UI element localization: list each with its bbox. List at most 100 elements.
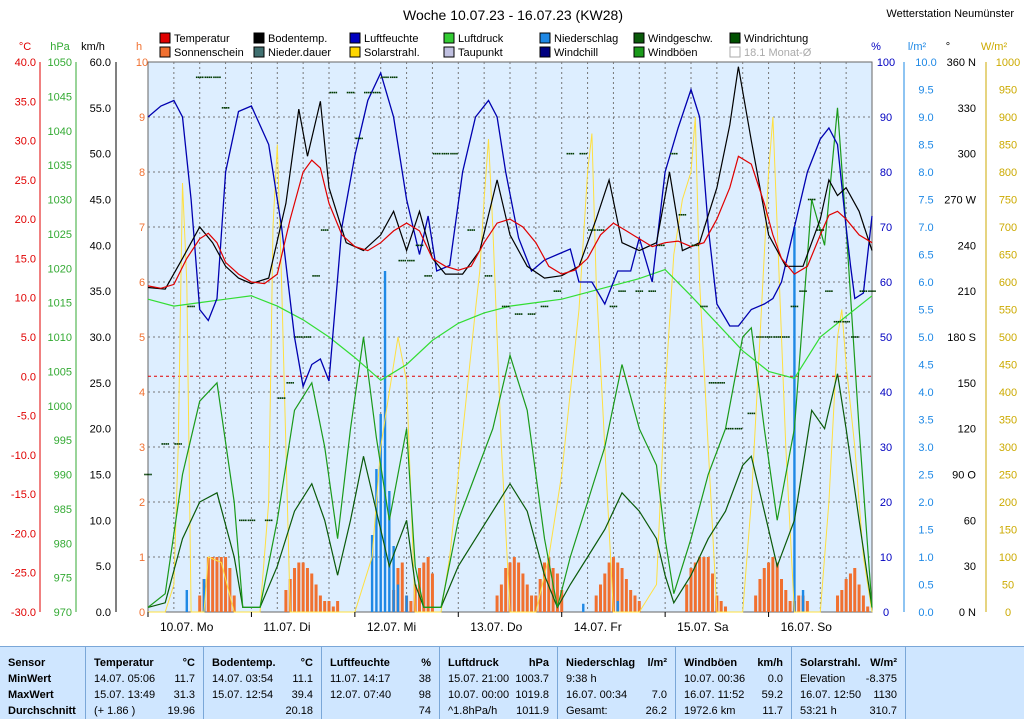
stats-value: 98 <box>418 689 431 701</box>
legend-item: Nieder.dauer <box>253 46 331 59</box>
sunshine-bar <box>693 562 697 612</box>
wind-direction-dot <box>831 290 833 292</box>
legend: Temperatur Sonnenschein Bodentemp. Nieder.d… <box>159 32 812 59</box>
wind-direction-dot <box>749 412 752 415</box>
wind-direction-dot <box>796 305 799 308</box>
sunshine-bar <box>305 568 309 612</box>
rain-bar <box>202 579 206 612</box>
legend-swatch <box>729 46 741 58</box>
sunshine-bar <box>616 562 620 612</box>
wind-direction-dot <box>277 397 280 399</box>
legend-swatch <box>633 32 645 44</box>
wind-direction-dot <box>613 305 616 308</box>
wind-direction-dot <box>738 427 741 430</box>
sunshine-bar <box>323 601 327 612</box>
stats-value-label: (+ 1.86 ) <box>94 705 136 717</box>
pressure-tick-label: 975 <box>54 573 72 585</box>
sunshine-bar <box>198 595 202 612</box>
stats-row-label: Sensor <box>4 655 81 671</box>
wind-direction-dot <box>731 427 734 430</box>
stats-value: 31.3 <box>173 689 195 701</box>
wind-direction-dot <box>314 275 316 277</box>
wind-direction-dot <box>801 290 803 292</box>
wind-direction-dot <box>438 152 441 155</box>
sunshine-bar <box>284 590 288 612</box>
rain-bar <box>616 601 619 612</box>
legend-swatch <box>159 46 171 58</box>
wind-tick-label: 40.0 <box>90 240 111 252</box>
stats-header-name: Windböen <box>684 657 738 669</box>
sun-tick-label: 6 <box>139 277 145 289</box>
wind-direction-dot <box>206 76 209 79</box>
wind-direction-dot <box>852 336 855 338</box>
wind-direction-dot <box>691 244 694 247</box>
direction-tick-label: 150 <box>958 378 976 390</box>
wind-direction-dot <box>553 290 556 292</box>
wind-direction-dot <box>695 244 698 247</box>
wind-direction-dot <box>292 382 295 384</box>
stats-value: 310.7 <box>869 705 897 717</box>
sunshine-bar <box>499 584 503 612</box>
legend-label: Windrichtung <box>744 33 808 45</box>
wind-direction-dot <box>348 91 351 94</box>
rain-bar <box>801 590 805 612</box>
x-tick-label: 16.07. So <box>781 620 833 634</box>
legend-item: Sonnenschein <box>159 46 244 59</box>
humidity-tick-label: 90 <box>880 112 892 124</box>
solar-tick-label: 600 <box>999 277 1017 289</box>
wind-direction-dot <box>650 290 653 292</box>
legend-item: Bodentemp. <box>253 32 327 45</box>
wind-direction-dot <box>501 305 504 308</box>
legend-label: 18.1 Monat-Ø <box>744 47 812 59</box>
humidity-tick-label: 30 <box>880 442 892 454</box>
stats-value-label: 16.07. 00:34 <box>566 689 628 701</box>
wind-direction-dot <box>839 320 842 323</box>
rain-tick-label: 8.0 <box>918 167 933 179</box>
legend-label: Luftfeuchte <box>364 33 418 45</box>
stats-value: 1019.8 <box>515 689 549 701</box>
wind-direction-dot <box>740 427 743 430</box>
sunshine-bar <box>620 568 624 612</box>
stats-value-row: 20.18 <box>208 703 317 719</box>
sunshine-bar <box>861 595 865 612</box>
stats-value-row: 16.07. 12:50 1130 <box>796 687 901 703</box>
wind-direction-dot <box>417 244 420 247</box>
wind-direction-dot <box>648 290 651 292</box>
x-tick-label: 15.07. Sa <box>677 620 729 634</box>
sunshine-bar <box>430 573 434 612</box>
sunshine-bar <box>844 579 848 612</box>
direction-tick-label: 210 <box>958 286 976 298</box>
wind-direction-dot <box>473 229 476 231</box>
legend-label: Temperatur <box>174 33 230 45</box>
stats-value-label: 14.07. 03:54 <box>212 673 274 685</box>
wind-direction-dot <box>324 229 327 231</box>
temp-tick-label: 5.0 <box>21 332 36 344</box>
wind-tick-label: 15.0 <box>90 470 111 482</box>
wind-direction-dot <box>682 213 685 216</box>
stats-value-label: Elevation <box>800 673 846 685</box>
temp-tick-label: 25.0 <box>15 175 36 187</box>
pressure-tick-label: 1045 <box>48 91 72 103</box>
rain-tick-label: 6.0 <box>918 277 933 289</box>
wind-direction-dot <box>404 259 407 262</box>
temp-tick-label: -10.0 <box>11 450 36 462</box>
wind-direction-dot <box>270 519 273 522</box>
wind-direction-dot <box>816 229 819 231</box>
stats-header: Bodentemp. °C <box>208 655 317 671</box>
sunshine-bar <box>594 595 598 612</box>
solar-tick-label: 400 <box>999 387 1017 399</box>
wind-direction-dot <box>326 229 329 231</box>
wind-direction-dot <box>243 519 245 522</box>
wind-direction-dot <box>359 137 361 140</box>
stats-value: 74 <box>418 705 431 717</box>
sunshine-bar <box>542 562 546 612</box>
wind-direction-dot <box>227 107 230 109</box>
wind-direction-dot <box>415 244 418 247</box>
wind-direction-dot <box>295 336 297 338</box>
stats-column: Bodentemp. °C 14.07. 03:54 11.1 15.07. 12:54… <box>204 647 322 719</box>
sunshine-bar <box>327 601 331 612</box>
wind-direction-dot <box>598 229 601 231</box>
stats-header-name: Temperatur <box>94 657 154 669</box>
wind-direction-dot <box>568 152 571 155</box>
stats-row-label: MaxWert <box>4 687 81 703</box>
